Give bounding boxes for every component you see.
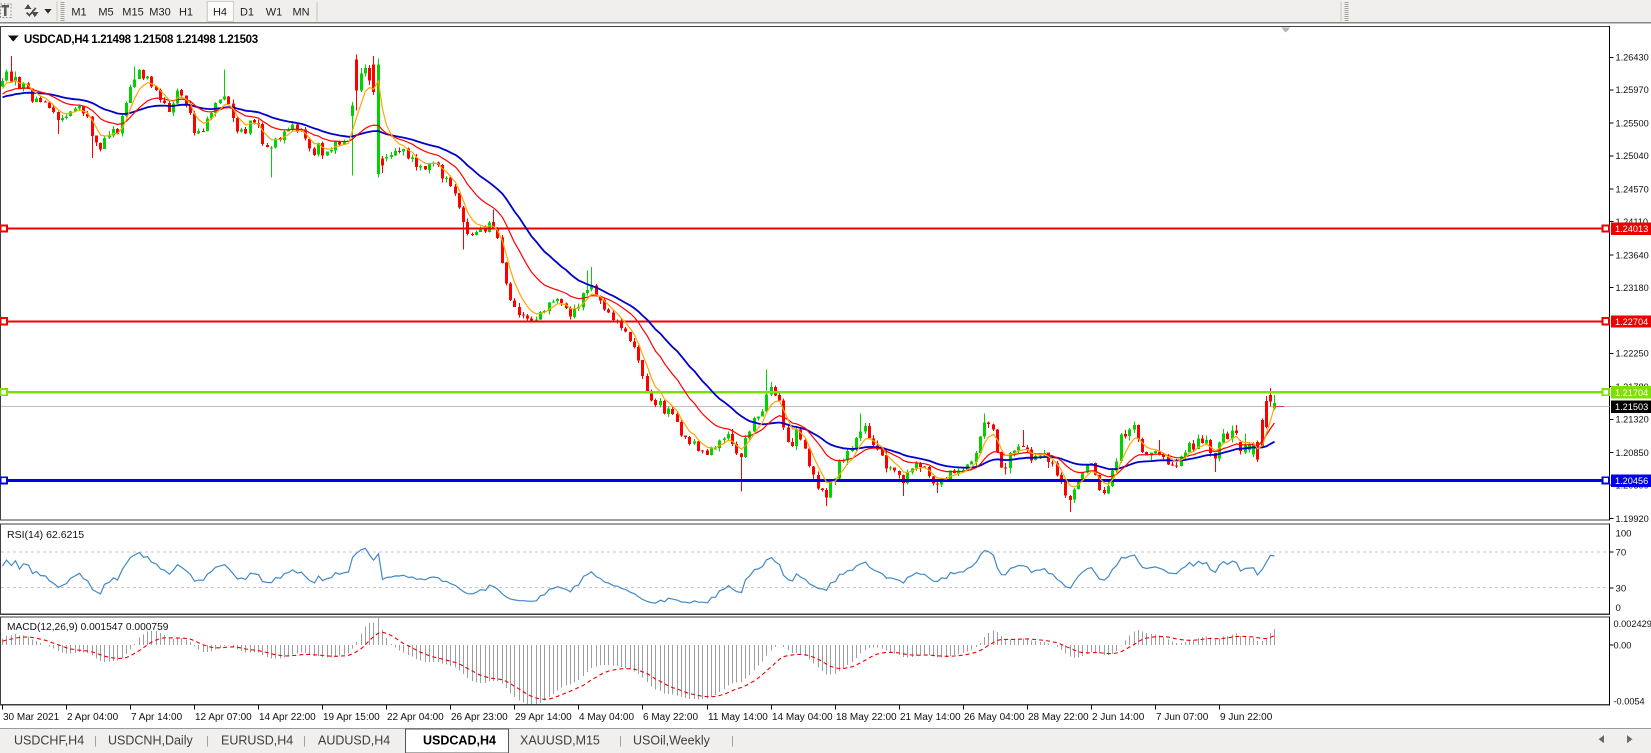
svg-text:19 Apr 15:00: 19 Apr 15:00 — [323, 712, 380, 723]
svg-text:14 Apr 22:00: 14 Apr 22:00 — [259, 712, 316, 723]
svg-text:2 Jun 14:00: 2 Jun 14:00 — [1092, 712, 1145, 723]
svg-text:-0.0054: -0.0054 — [1614, 696, 1645, 706]
svg-text:AUDUSD,H4: AUDUSD,H4 — [318, 734, 390, 748]
svg-text:M15: M15 — [122, 7, 143, 19]
svg-text:EURUSD,H4: EURUSD,H4 — [221, 734, 293, 748]
svg-text:|: | — [206, 735, 209, 747]
svg-text:1.21320: 1.21320 — [1616, 415, 1649, 425]
svg-text:1.24013: 1.24013 — [1615, 224, 1648, 234]
svg-text:1.19920: 1.19920 — [1616, 514, 1649, 524]
svg-text:0: 0 — [1616, 603, 1621, 614]
svg-text:1.21503: 1.21503 — [1615, 402, 1648, 412]
svg-text:1.26430: 1.26430 — [1616, 53, 1649, 63]
svg-text:1.20456: 1.20456 — [1615, 476, 1648, 486]
svg-text:|: | — [731, 735, 734, 747]
svg-text:7 Apr 14:00: 7 Apr 14:00 — [131, 712, 183, 723]
svg-text:M5: M5 — [98, 7, 113, 19]
svg-text:6 May 22:00: 6 May 22:00 — [643, 712, 698, 723]
svg-text:28 May 22:00: 28 May 22:00 — [1028, 712, 1089, 723]
svg-text:1.23640: 1.23640 — [1616, 250, 1649, 260]
svg-text:|: | — [619, 735, 622, 747]
svg-text:100: 100 — [1616, 529, 1632, 540]
svg-text:1.25970: 1.25970 — [1616, 85, 1649, 95]
svg-text:M30: M30 — [149, 7, 170, 19]
svg-text:4 May 04:00: 4 May 04:00 — [579, 712, 634, 723]
svg-text:30 Mar 2021: 30 Mar 2021 — [3, 712, 60, 723]
svg-text:1.21704: 1.21704 — [1615, 388, 1648, 398]
svg-text:|: | — [303, 735, 306, 747]
svg-text:1.25040: 1.25040 — [1616, 151, 1649, 161]
svg-text:USDCAD,H4: USDCAD,H4 — [423, 734, 496, 748]
svg-text:1.23180: 1.23180 — [1616, 283, 1649, 293]
svg-text:1.24110: 1.24110 — [1616, 217, 1649, 227]
svg-text:29 Apr 14:00: 29 Apr 14:00 — [515, 712, 572, 723]
svg-text:1.22250: 1.22250 — [1616, 349, 1649, 359]
svg-text:USOil,Weekly: USOil,Weekly — [633, 734, 711, 748]
svg-text:0.00: 0.00 — [1614, 640, 1632, 650]
svg-text:11 May 14:00: 11 May 14:00 — [708, 712, 768, 723]
svg-text:XAUUSD,M15: XAUUSD,M15 — [520, 734, 600, 748]
svg-text:30: 30 — [1616, 583, 1627, 594]
svg-text:14 May 04:00: 14 May 04:00 — [772, 712, 833, 723]
svg-text:26 Apr 23:00: 26 Apr 23:00 — [451, 712, 508, 723]
svg-text:1.24570: 1.24570 — [1616, 184, 1649, 194]
svg-text:D1: D1 — [240, 7, 254, 19]
svg-text:MACD(12,26,9) 0.001547 0.00075: MACD(12,26,9) 0.001547 0.000759 — [7, 622, 169, 633]
svg-text:7 Jun 07:00: 7 Jun 07:00 — [1156, 712, 1209, 723]
svg-text:MN: MN — [292, 7, 309, 19]
svg-text:RSI(14) 62.6215: RSI(14) 62.6215 — [7, 529, 84, 541]
svg-text:H1: H1 — [179, 7, 193, 19]
svg-text:1.22704: 1.22704 — [1615, 317, 1648, 327]
svg-text:2 Apr 04:00: 2 Apr 04:00 — [67, 712, 119, 723]
svg-text:H4: H4 — [213, 7, 227, 19]
svg-text:1.20850: 1.20850 — [1616, 448, 1649, 458]
svg-text:21 May 14:00: 21 May 14:00 — [900, 712, 961, 723]
svg-text:USDCNH,Daily: USDCNH,Daily — [108, 734, 193, 748]
svg-text:70: 70 — [1616, 548, 1627, 559]
svg-text:22 Apr 04:00: 22 Apr 04:00 — [387, 712, 444, 723]
svg-text:USDCHF,H4: USDCHF,H4 — [14, 734, 84, 748]
svg-text:26 May 04:00: 26 May 04:00 — [964, 712, 1025, 723]
svg-text:|: | — [94, 735, 97, 747]
svg-text:W1: W1 — [266, 7, 283, 19]
svg-text:9 Jun 22:00: 9 Jun 22:00 — [1220, 712, 1273, 723]
svg-text:18 May 22:00: 18 May 22:00 — [836, 712, 897, 723]
svg-text:12 Apr 07:00: 12 Apr 07:00 — [195, 712, 252, 723]
svg-text:1.25500: 1.25500 — [1616, 119, 1649, 129]
svg-text:0.002429: 0.002429 — [1614, 619, 1651, 629]
svg-text:M1: M1 — [71, 7, 86, 19]
svg-text:USDCAD,H4 1.21498 1.21508 1.2: USDCAD,H4 1.21498 1.21508 1.21498 1.2150… — [24, 34, 258, 46]
